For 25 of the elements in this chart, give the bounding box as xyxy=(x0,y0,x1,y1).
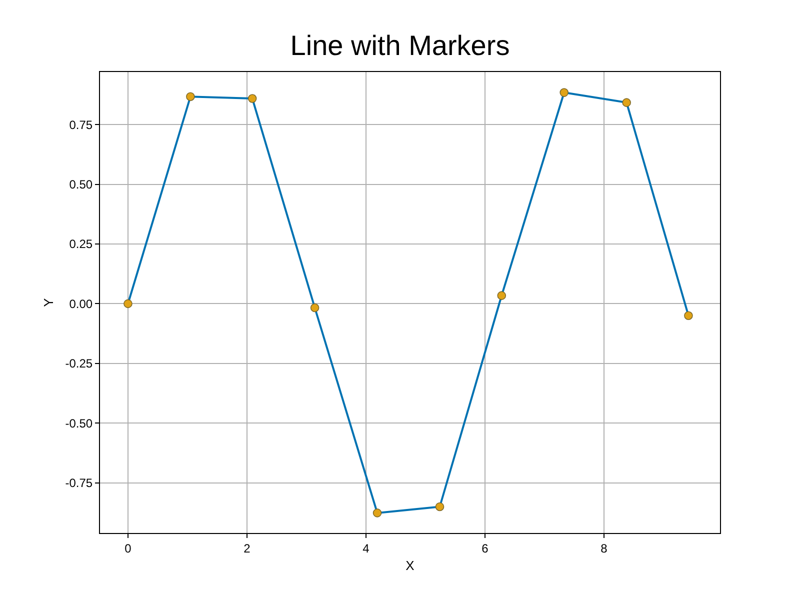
x-tick-label: 6 xyxy=(482,541,489,556)
x-tick-label: 8 xyxy=(600,541,608,556)
y-tick-label: -0.50 xyxy=(65,416,93,430)
x-tick-label: 2 xyxy=(244,541,251,556)
chart-title: Line with Markers xyxy=(290,30,510,61)
y-tick-label: 0.25 xyxy=(69,237,93,252)
y-tick-label: 0.00 xyxy=(69,296,93,311)
point xyxy=(248,94,257,103)
y-tick-label: 0.75 xyxy=(69,118,93,132)
point xyxy=(560,88,569,97)
point xyxy=(435,502,444,512)
point xyxy=(684,311,693,320)
y-tick-label: -0.25 xyxy=(65,356,93,371)
x-tick-label: 4 xyxy=(362,541,370,556)
y-axis-title: Y xyxy=(41,298,56,307)
point xyxy=(124,299,132,308)
x-tick-label: 0 xyxy=(124,541,132,556)
point xyxy=(186,92,195,101)
y-tick-label: 0.50 xyxy=(69,177,93,192)
point xyxy=(372,508,382,518)
point xyxy=(497,291,506,300)
x-axis-title: X xyxy=(406,558,415,573)
y-tick-label: -0.75 xyxy=(65,476,93,490)
point xyxy=(622,98,631,107)
point xyxy=(310,303,320,312)
